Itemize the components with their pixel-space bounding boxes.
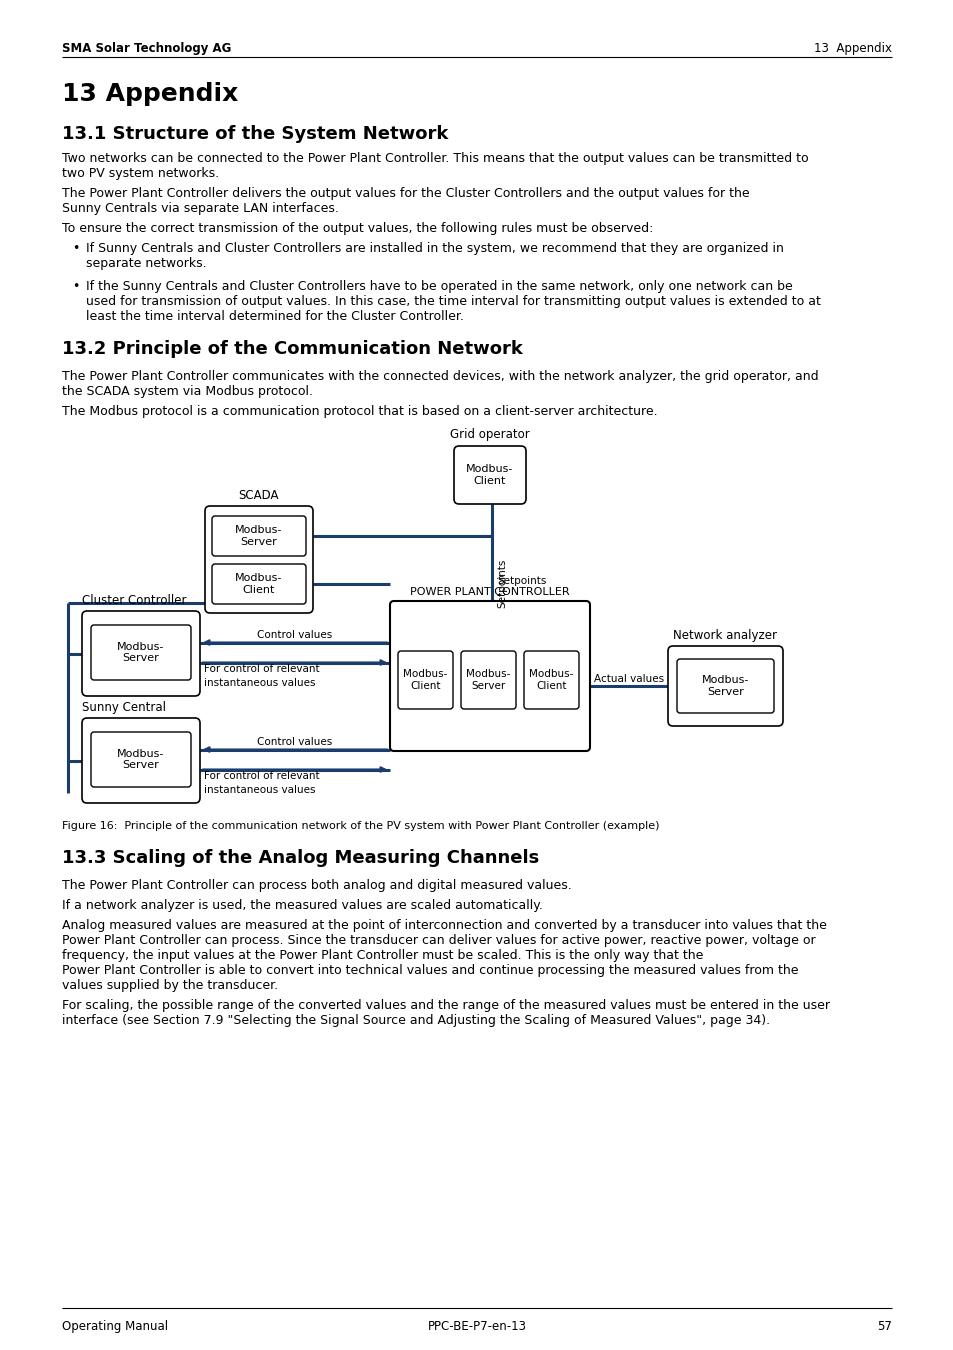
Text: least the time interval determined for the Cluster Controller.: least the time interval determined for t… [86, 310, 463, 323]
Text: Analog measured values are measured at the point of interconnection and converte: Analog measured values are measured at t… [62, 919, 826, 931]
Text: The Modbus protocol is a communication protocol that is based on a client-server: The Modbus protocol is a communication p… [62, 405, 657, 418]
Text: the SCADA system via Modbus protocol.: the SCADA system via Modbus protocol. [62, 385, 313, 398]
Text: Sunny Centrals via separate LAN interfaces.: Sunny Centrals via separate LAN interfac… [62, 202, 338, 215]
Text: If a network analyzer is used, the measured values are scaled automatically.: If a network analyzer is used, the measu… [62, 899, 542, 913]
Text: 13 Appendix: 13 Appendix [62, 82, 238, 107]
FancyBboxPatch shape [667, 647, 782, 726]
Text: The Power Plant Controller communicates with the connected devices, with the net: The Power Plant Controller communicates … [62, 370, 818, 383]
Text: used for transmission of output values. In this case, the time interval for tran: used for transmission of output values. … [86, 296, 820, 308]
FancyBboxPatch shape [91, 732, 191, 787]
Text: If the Sunny Centrals and Cluster Controllers have to be operated in the same ne: If the Sunny Centrals and Cluster Contro… [86, 279, 792, 293]
Text: SCADA: SCADA [238, 489, 279, 502]
Text: two PV system networks.: two PV system networks. [62, 167, 219, 180]
FancyBboxPatch shape [523, 651, 578, 709]
Text: separate networks.: separate networks. [86, 256, 207, 270]
Text: 13.3 Scaling of the Analog Measuring Channels: 13.3 Scaling of the Analog Measuring Cha… [62, 849, 538, 867]
Text: Figure 16:  Principle of the communication network of the PV system with Power P: Figure 16: Principle of the communicatio… [62, 821, 659, 832]
FancyBboxPatch shape [91, 625, 191, 680]
Text: Modbus-
Server: Modbus- Server [701, 675, 748, 697]
Text: For control of relevant: For control of relevant [204, 664, 319, 675]
Text: Power Plant Controller is able to convert into technical values and continue pro: Power Plant Controller is able to conver… [62, 964, 798, 977]
Text: Modbus-
Client: Modbus- Client [466, 464, 513, 486]
Text: The Power Plant Controller can process both analog and digital measured values.: The Power Plant Controller can process b… [62, 879, 571, 892]
Text: Setpoints: Setpoints [497, 559, 506, 608]
Text: frequency, the input values at the Power Plant Controller must be scaled. This i: frequency, the input values at the Power… [62, 949, 702, 963]
Text: values supplied by the transducer.: values supplied by the transducer. [62, 979, 278, 992]
Text: Grid operator: Grid operator [450, 428, 529, 441]
Text: Two networks can be connected to the Power Plant Controller. This means that the: Two networks can be connected to the Pow… [62, 153, 808, 165]
FancyBboxPatch shape [397, 651, 453, 709]
FancyBboxPatch shape [212, 564, 306, 603]
FancyBboxPatch shape [82, 718, 200, 803]
Text: 13.2 Principle of the Communication Network: 13.2 Principle of the Communication Netw… [62, 340, 522, 358]
Text: Sunny Central: Sunny Central [82, 701, 166, 714]
Text: •: • [71, 279, 79, 293]
Text: •: • [71, 242, 79, 255]
Text: Modbus-
Server: Modbus- Server [235, 525, 282, 547]
Text: SMA Solar Technology AG: SMA Solar Technology AG [62, 42, 232, 55]
Text: For control of relevant: For control of relevant [204, 771, 319, 782]
Text: Modbus-
Client: Modbus- Client [529, 670, 573, 691]
Text: If Sunny Centrals and Cluster Controllers are installed in the system, we recomm: If Sunny Centrals and Cluster Controller… [86, 242, 783, 255]
Text: Modbus-
Client: Modbus- Client [235, 574, 282, 595]
Text: Control values: Control values [257, 630, 333, 640]
Text: To ensure the correct transmission of the output values, the following rules mus: To ensure the correct transmission of th… [62, 221, 653, 235]
FancyBboxPatch shape [677, 659, 773, 713]
FancyBboxPatch shape [212, 516, 306, 556]
Text: Modbus-
Server: Modbus- Server [466, 670, 510, 691]
Text: Setpoints: Setpoints [497, 576, 546, 586]
Text: instantaneous values: instantaneous values [204, 786, 315, 795]
FancyBboxPatch shape [82, 612, 200, 697]
Text: The Power Plant Controller delivers the output values for the Cluster Controller: The Power Plant Controller delivers the … [62, 188, 749, 200]
Text: instantaneous values: instantaneous values [204, 679, 315, 688]
Text: POWER PLANT CONTROLLER: POWER PLANT CONTROLLER [410, 587, 569, 597]
Text: PPC-BE-P7-en-13: PPC-BE-P7-en-13 [427, 1320, 526, 1332]
Text: 57: 57 [876, 1320, 891, 1332]
Text: For scaling, the possible range of the converted values and the range of the mea: For scaling, the possible range of the c… [62, 999, 829, 1012]
Text: Modbus-
Server: Modbus- Server [117, 641, 165, 663]
FancyBboxPatch shape [390, 601, 589, 751]
Text: 13  Appendix: 13 Appendix [813, 42, 891, 55]
Text: Control values: Control values [257, 737, 333, 748]
Text: 13.1 Structure of the System Network: 13.1 Structure of the System Network [62, 126, 448, 143]
FancyBboxPatch shape [460, 651, 516, 709]
Text: Power Plant Controller can process. Since the transducer can deliver values for : Power Plant Controller can process. Sinc… [62, 934, 815, 946]
Text: Modbus-
Client: Modbus- Client [403, 670, 447, 691]
Text: Actual values: Actual values [594, 674, 663, 684]
Text: Cluster Controller: Cluster Controller [82, 594, 186, 608]
Text: Operating Manual: Operating Manual [62, 1320, 168, 1332]
FancyBboxPatch shape [454, 446, 525, 504]
Text: interface (see Section 7.9 "Selecting the Signal Source and Adjusting the Scalin: interface (see Section 7.9 "Selecting th… [62, 1014, 769, 1027]
Text: Network analyzer: Network analyzer [673, 629, 777, 643]
FancyBboxPatch shape [205, 506, 313, 613]
Text: Modbus-
Server: Modbus- Server [117, 749, 165, 771]
